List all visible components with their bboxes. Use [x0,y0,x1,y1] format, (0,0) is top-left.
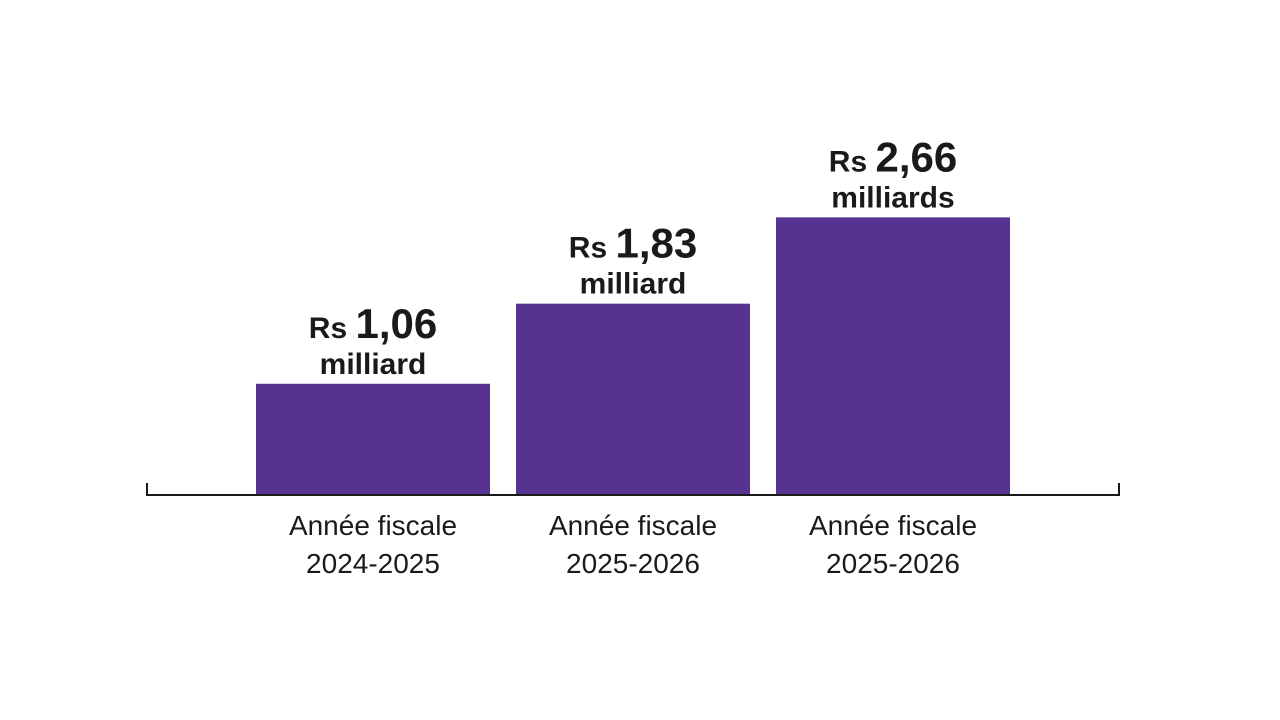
x-tick-label-1-line-1: Année fiscale [289,510,457,541]
x-tick-label-1-line-2: 2024-2025 [306,548,440,579]
data-label-currency: Rs [829,145,876,178]
data-label-currency: Rs [309,312,356,345]
x-tick-label-2-line-2: 2025-2026 [566,548,700,579]
data-label-unit-1: milliard [320,348,427,381]
data-label-unit-2: milliard [580,268,687,301]
bars-group [256,217,1010,495]
x-tick-label-3-line-2: 2025-2026 [826,548,960,579]
bar-3 [776,217,1010,495]
bar-1 [256,383,490,494]
data-label-amount-2: Rs 1,83 [569,220,697,267]
data-label-amount-1: Rs 1,06 [309,300,437,347]
x-axis [146,483,1120,496]
data-label-amount-3: Rs 2,66 [829,133,957,180]
x-tick-label-2-line-1: Année fiscale [549,510,717,541]
data-label-currency: Rs [569,232,616,265]
x-tick-label-3-line-1: Année fiscale [809,510,977,541]
data-label-unit-3: milliards [831,181,954,214]
bar-2 [516,303,750,494]
data-label-value: 2,66 [875,133,957,180]
data-label-value: 1,06 [355,300,437,347]
data-label-value: 1,83 [615,220,697,267]
